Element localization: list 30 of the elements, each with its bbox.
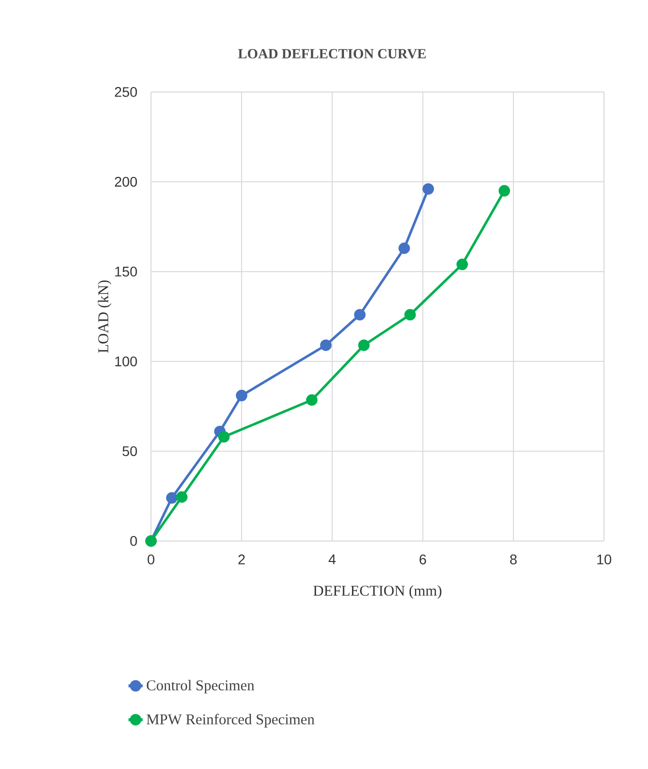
x-axis-title: DEFLECTION (mm) (313, 585, 442, 599)
y-tick-label: 250 (114, 87, 137, 97)
point (422, 183, 434, 195)
x-tick-label: 2 (238, 554, 245, 564)
point (354, 308, 366, 320)
y-tick-label: 0 (130, 536, 137, 546)
legend-label: Control Specimen (146, 680, 254, 694)
point (358, 340, 370, 351)
legend-label: MPW Reinforced Specimen (146, 714, 314, 728)
point (456, 258, 468, 270)
x-tick-label: 10 (597, 554, 612, 564)
y-axis-title: LOAD (kN) (98, 280, 112, 353)
point (236, 390, 248, 402)
point (306, 394, 318, 406)
y-tick-label: 200 (114, 176, 137, 187)
y-tick-label: 50 (122, 446, 137, 456)
point (498, 185, 510, 196)
point (176, 491, 188, 503)
point (166, 492, 178, 504)
point (320, 340, 332, 351)
x-tick-label: 6 (420, 554, 426, 564)
x-tick-label: 0 (148, 554, 154, 564)
point (404, 308, 416, 320)
x-tick-label: 8 (510, 554, 517, 564)
chart-title: LOAD DEFLECTION CURVE (238, 49, 426, 58)
y-tick-label: 100 (115, 356, 137, 366)
point (398, 242, 410, 254)
x-tick-label: 4 (328, 554, 336, 564)
y-tick-label: 150 (115, 266, 137, 277)
point (218, 431, 230, 443)
